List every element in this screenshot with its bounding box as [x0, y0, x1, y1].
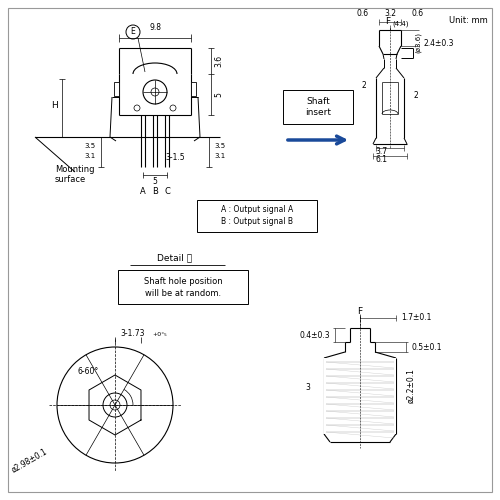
Bar: [118, 270, 248, 304]
Text: will be at random.: will be at random.: [145, 290, 221, 298]
Bar: [114, 82, 119, 96]
Text: +0°₅: +0°₅: [152, 332, 168, 338]
Text: 2.4±0.3: 2.4±0.3: [423, 38, 454, 48]
Text: Unit: mm: Unit: mm: [449, 16, 488, 25]
Text: surface: surface: [55, 175, 86, 184]
Text: 3-1.5: 3-1.5: [165, 152, 184, 162]
Text: 9.8: 9.8: [149, 23, 161, 32]
Text: F: F: [386, 18, 390, 26]
Text: A: A: [140, 186, 146, 196]
Text: 2: 2: [361, 82, 366, 90]
Text: 3.1: 3.1: [85, 153, 96, 159]
Text: Mounting: Mounting: [55, 165, 94, 174]
Text: 0.6: 0.6: [357, 9, 369, 18]
Text: B : Output signal B: B : Output signal B: [221, 218, 293, 226]
Text: 1.7±0.1: 1.7±0.1: [401, 314, 432, 322]
Text: ø2.2±0.1: ø2.2±0.1: [406, 368, 416, 403]
Text: (4.4): (4.4): [392, 20, 408, 27]
Text: 5: 5: [152, 178, 158, 186]
Text: 2: 2: [414, 92, 419, 100]
Text: 3.7: 3.7: [376, 148, 388, 156]
Text: 3.6: 3.6: [214, 55, 224, 67]
Text: 3.5: 3.5: [85, 143, 96, 149]
Text: (ø3.6): (ø3.6): [415, 32, 421, 53]
Text: 3: 3: [305, 382, 310, 392]
Text: Detail Ⓔ: Detail Ⓔ: [158, 254, 192, 262]
Text: 6.1: 6.1: [376, 156, 388, 164]
Bar: [324, 358, 396, 434]
Text: A : Output signal A: A : Output signal A: [221, 206, 293, 214]
Text: H: H: [52, 101, 59, 110]
Text: 3-1.73: 3-1.73: [120, 328, 144, 338]
Bar: [191, 82, 196, 96]
Text: Shaft hole position: Shaft hole position: [144, 278, 222, 286]
Text: 0.6: 0.6: [411, 9, 423, 18]
Text: 6-60°: 6-60°: [77, 366, 98, 376]
Text: 3.1: 3.1: [214, 153, 225, 159]
Text: 3.2: 3.2: [384, 9, 396, 18]
Bar: [197, 200, 317, 232]
Text: C: C: [164, 186, 170, 196]
Text: B: B: [152, 186, 158, 196]
Text: E: E: [130, 28, 136, 36]
Text: F: F: [358, 308, 362, 316]
Text: 3.5: 3.5: [214, 143, 225, 149]
Text: ø2.98±0.1: ø2.98±0.1: [10, 447, 49, 475]
Bar: [283, 90, 353, 124]
Text: 0.5±0.1: 0.5±0.1: [411, 342, 442, 351]
Text: 0.4±0.3: 0.4±0.3: [300, 330, 330, 340]
Text: Shaft
insert: Shaft insert: [305, 98, 331, 116]
Text: 5: 5: [214, 92, 224, 97]
